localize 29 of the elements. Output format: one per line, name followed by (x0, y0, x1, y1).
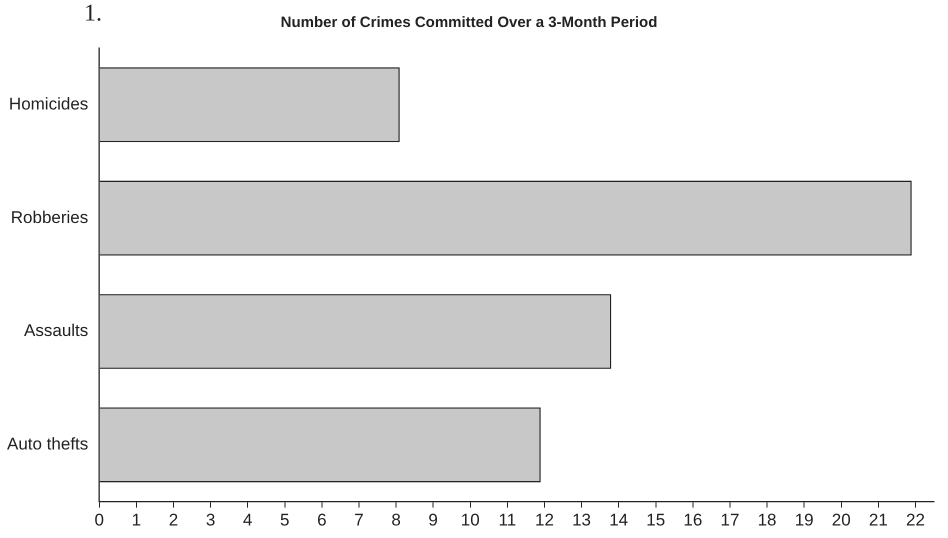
x-tick-label: 6 (317, 510, 327, 530)
y-tick-label: Auto thefts (6, 434, 88, 454)
x-tick-label: 9 (428, 510, 438, 530)
x-tick-label: 12 (535, 510, 554, 530)
x-tick-label: 1 (132, 510, 142, 530)
x-tick-label: 2 (168, 510, 178, 530)
x-tick-label: 5 (280, 510, 290, 530)
chart-title: Number of Crimes Committed Over a 3-Month Period (280, 14, 658, 32)
x-tick-label: 18 (758, 510, 777, 530)
x-tick-label: 22 (906, 510, 925, 530)
x-tick-label: 16 (683, 510, 702, 530)
x-tick-label: 8 (391, 510, 401, 530)
x-tick-label: 10 (460, 510, 480, 530)
x-tick-label: 7 (354, 510, 364, 530)
x-tick-label: 13 (572, 510, 592, 530)
x-tick-label: 11 (498, 510, 516, 530)
x-tick-label: 19 (794, 510, 814, 530)
x-tick-label: 0 (94, 510, 104, 530)
x-tick-label: 17 (720, 510, 740, 530)
x-tick-label: 3 (206, 510, 216, 530)
y-tick-label: Homicides (8, 94, 88, 114)
y-tick-label: Assaults (24, 321, 88, 340)
x-tick-label: 4 (242, 510, 252, 530)
y-tick-label: Robberies (10, 208, 88, 227)
x-tick-label: 21 (868, 510, 888, 530)
x-tick-label: 14 (609, 510, 628, 530)
x-tick-label: 20 (832, 510, 851, 530)
text: 1. (84, 0, 102, 26)
x-tick-label: 15 (646, 510, 666, 530)
